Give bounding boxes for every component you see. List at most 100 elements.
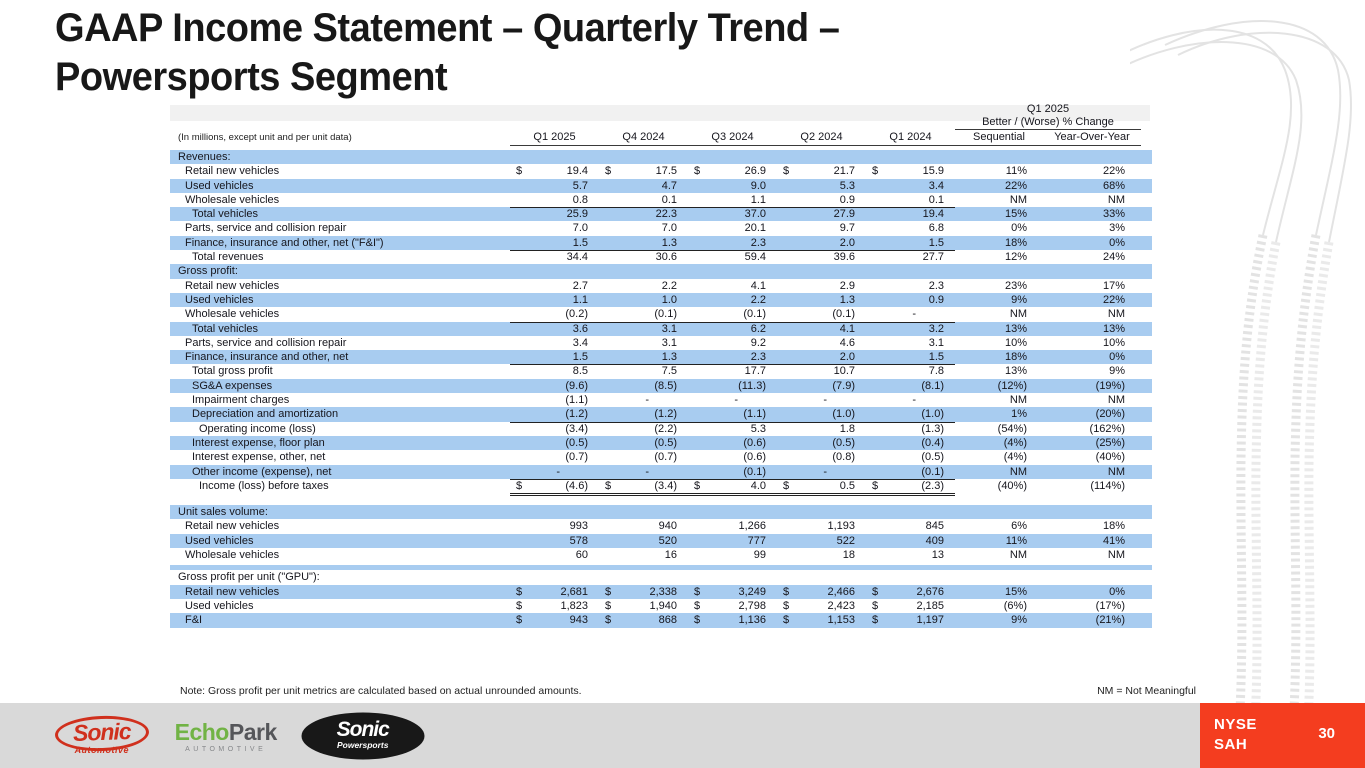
sequential-change-cell: 23% bbox=[1004, 279, 1027, 292]
quarter-value-cell: $1,823 bbox=[510, 599, 599, 613]
ticker-badge: NYSE SAH 30 bbox=[1200, 703, 1365, 768]
table-section-row: Gross profit: bbox=[170, 264, 1152, 279]
cell-value: (0.6) bbox=[743, 451, 766, 464]
quarter-value-cell: 60 bbox=[510, 548, 599, 562]
quarter-value-cell: $26.9 bbox=[688, 164, 777, 178]
row-label: Operating income (loss) bbox=[199, 422, 316, 435]
quarter-value-cell: $1,197 bbox=[866, 613, 955, 627]
cell-value: 0.8 bbox=[572, 193, 588, 206]
cell-value: (11.3) bbox=[738, 379, 766, 392]
page-number: 30 bbox=[1318, 725, 1335, 742]
quarter-value-cell: $ (2.3) bbox=[866, 479, 955, 497]
cell-value: 1.1 bbox=[572, 293, 588, 306]
quarter-value-cell: 1.5 bbox=[510, 350, 599, 366]
dollar-sign: $ bbox=[605, 479, 612, 492]
dollar-sign: $ bbox=[694, 479, 701, 492]
sequential-change-cell: (40%) bbox=[997, 479, 1027, 492]
quarter-value-cell: (0.1) bbox=[599, 307, 688, 323]
quarter-value-cell: 3.4 bbox=[510, 336, 599, 350]
sequential-change-cell: (4%) bbox=[1003, 436, 1027, 449]
quarter-value-cell: (0.5) bbox=[510, 436, 599, 450]
sequential-change-cell: 22% bbox=[1004, 179, 1027, 192]
quarter-value-cell: 2.0 bbox=[777, 236, 866, 252]
dollar-sign: $ bbox=[516, 585, 523, 598]
table-row: Used vehicles 578 520 777 522 409 11% 41% bbox=[170, 533, 1152, 549]
quarter-value-cell: 845 bbox=[866, 519, 955, 533]
yoy-change-cell: NM bbox=[1107, 394, 1125, 407]
echopark-park: Park bbox=[228, 718, 277, 745]
table-row: Used vehicles 1.1 1.0 2.2 1.3 0.9 9% 22% bbox=[170, 292, 1152, 308]
cell-value: (0.6) bbox=[743, 436, 766, 449]
cell-value: 10.7 bbox=[833, 365, 855, 378]
cell-value: 4.0 bbox=[750, 479, 766, 492]
dollar-sign: $ bbox=[605, 599, 612, 612]
quarter-value-cell: $2,676 bbox=[866, 585, 955, 599]
ticker-text: NYSE SAH bbox=[1214, 715, 1257, 755]
cell-value: 3.2 bbox=[928, 322, 944, 335]
cell-value: (1.2) bbox=[654, 408, 677, 421]
ticker-exchange: NYSE bbox=[1214, 716, 1257, 733]
quarter-value-cell: $943 bbox=[510, 613, 599, 627]
cell-value: 1,136 bbox=[738, 614, 766, 627]
sequential-change-cell: NM bbox=[1009, 549, 1027, 562]
sequential-change-cell: 18% bbox=[1004, 236, 1027, 249]
echopark-subtext: AUTOMOTIVE bbox=[185, 745, 267, 753]
dollar-sign: $ bbox=[783, 614, 790, 627]
quarter-value-cell: 8.5 bbox=[510, 364, 599, 378]
row-label: Parts, service and collision repair bbox=[185, 222, 347, 235]
dollar-sign: $ bbox=[605, 614, 612, 627]
header-row-change-subtitle: Better / (Worse) % Change bbox=[170, 116, 1152, 130]
cell-value: 777 bbox=[747, 534, 766, 547]
quarter-value-cell: (1.0) bbox=[866, 407, 955, 423]
cell-value: 8.5 bbox=[572, 365, 588, 378]
yoy-change-cell: NM bbox=[1107, 465, 1125, 478]
column-header-sequential: Sequential bbox=[955, 130, 1043, 146]
sequential-change-cell: 13% bbox=[1004, 365, 1027, 378]
quarter-value-cell: 993 bbox=[510, 519, 599, 533]
quarter-value-cell: $21.7 bbox=[777, 164, 866, 178]
cell-value: 3.1 bbox=[661, 322, 677, 335]
cell-value: 1,266 bbox=[738, 520, 766, 533]
quarter-value-cell: 1.5 bbox=[866, 350, 955, 366]
sonic-automotive-subtext: Automotive bbox=[74, 745, 130, 755]
table-row: Used vehicles 5.7 4.7 9.0 5.3 3.4 22% 68% bbox=[170, 178, 1152, 193]
dollar-sign: $ bbox=[694, 165, 701, 178]
cell-value: 3.1 bbox=[661, 336, 677, 349]
header-row-columns: (In millions, except unit and per unit d… bbox=[170, 130, 1152, 146]
quarter-value-cell: $0.5 bbox=[777, 479, 866, 497]
quarter-value-cell: 3.6 bbox=[510, 322, 599, 336]
quarter-value-cell: $ (3.4) bbox=[599, 479, 688, 497]
cell-value: - bbox=[823, 394, 827, 407]
row-label: Interest expense, floor plan bbox=[192, 436, 325, 449]
dollar-sign: $ bbox=[694, 614, 701, 627]
sequential-change-cell: 11% bbox=[1005, 534, 1027, 547]
row-label: Income (loss) before taxes bbox=[199, 479, 329, 492]
quarter-value-cell: 10.7 bbox=[777, 364, 866, 378]
table-row: Wholesale vehicles 0.8 0.1 1.1 0.9 0.1 NM NM bbox=[170, 193, 1152, 209]
row-label: Parts, service and collision repair bbox=[185, 336, 347, 349]
cell-value: 59.4 bbox=[744, 251, 766, 264]
quarter-value-cell: (0.1) bbox=[866, 465, 955, 480]
row-label: Finance, insurance and other, net ("F&I"… bbox=[185, 236, 384, 249]
cell-value: (0.2) bbox=[565, 308, 588, 321]
cell-value: 20.1 bbox=[744, 222, 766, 235]
quarter-value-cell: 4.1 bbox=[688, 279, 777, 293]
section-label: Gross profit per unit ("GPU"): bbox=[178, 571, 320, 584]
yoy-change-cell: 3% bbox=[1109, 222, 1125, 235]
cell-value: 2.0 bbox=[839, 236, 855, 249]
cell-value: (0.5) bbox=[565, 436, 588, 449]
column-header-quarter: Q1 2024 bbox=[866, 130, 955, 146]
sequential-change-cell: (12%) bbox=[997, 379, 1027, 392]
quarter-value-cell: (0.1) bbox=[688, 465, 777, 480]
cell-value: 9.0 bbox=[750, 179, 766, 192]
table-row: Interest expense, other, net (0.7) (0.7) (0… bbox=[170, 450, 1152, 464]
cell-value: 845 bbox=[925, 520, 944, 533]
table-section-row: Revenues: bbox=[170, 150, 1152, 165]
row-label: Used vehicles bbox=[185, 179, 254, 192]
dollar-sign: $ bbox=[516, 165, 523, 178]
cell-value: 1,823 bbox=[560, 599, 588, 612]
quarter-value-cell: (0.7) bbox=[599, 450, 688, 464]
quarter-value-cell: $2,466 bbox=[777, 585, 866, 599]
quarter-value-cell: - bbox=[599, 393, 688, 407]
column-header-quarter: Q1 2025 bbox=[510, 130, 599, 146]
